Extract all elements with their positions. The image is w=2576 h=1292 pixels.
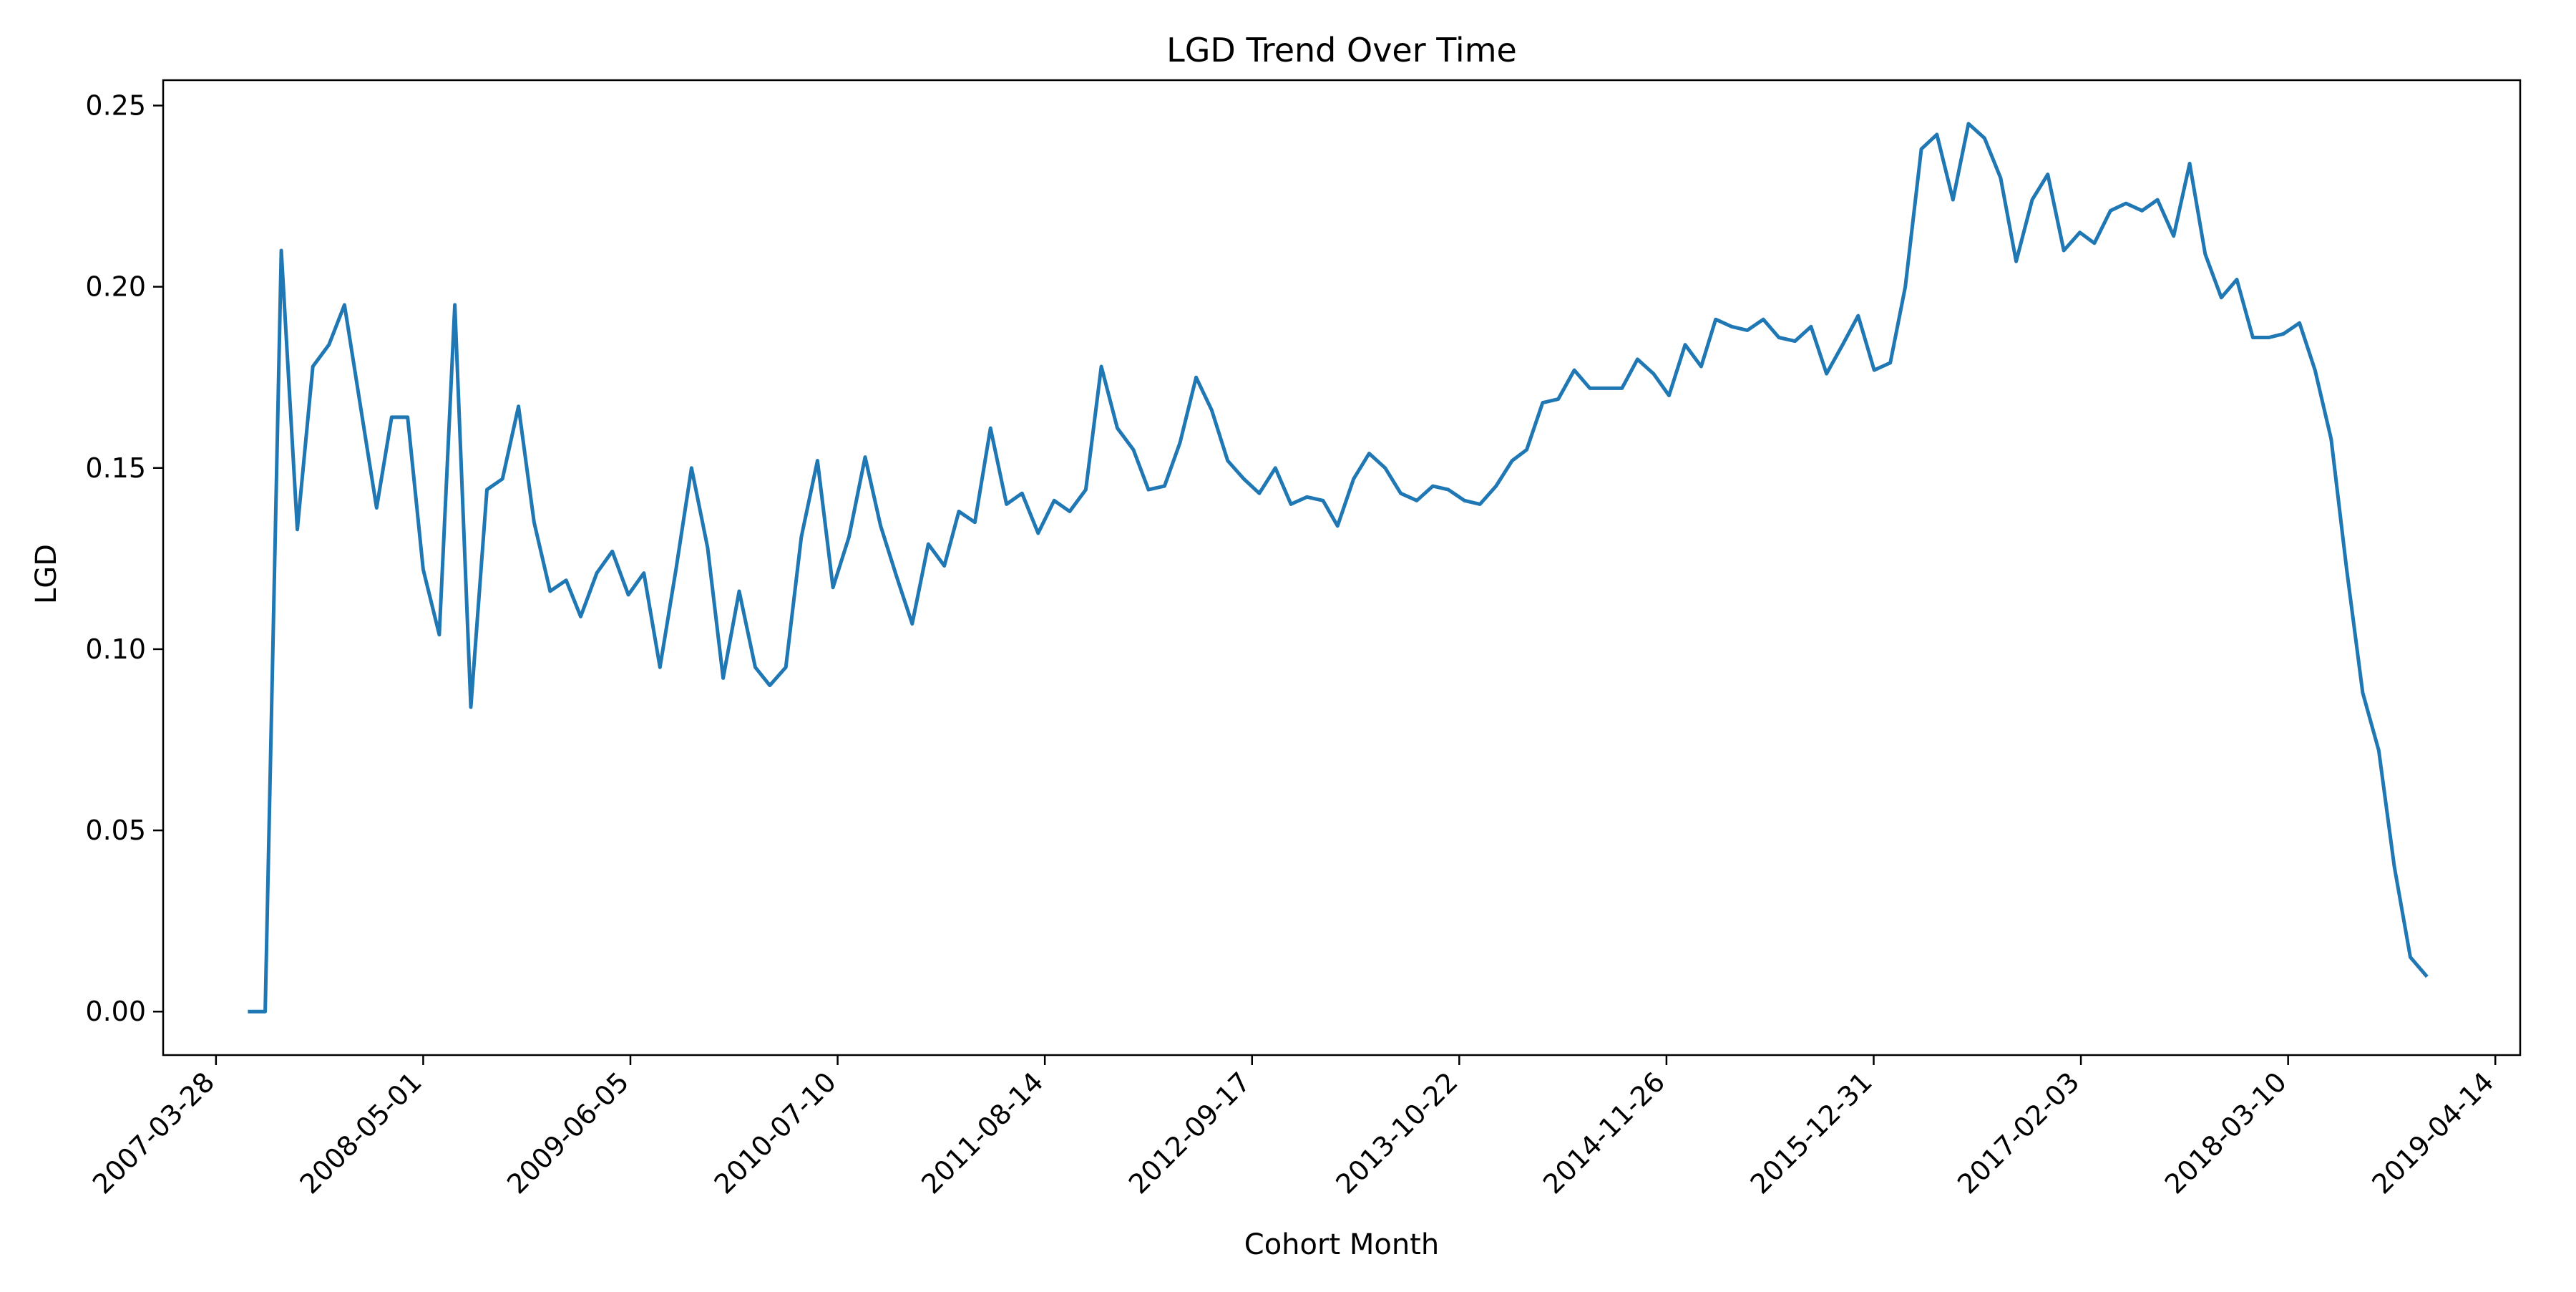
chart-title: LGD Trend Over Time [1166, 31, 1517, 69]
y-axis-label: LGD [30, 544, 63, 604]
y-tick-label: 0.00 [85, 996, 146, 1027]
y-tick-label: 0.25 [85, 89, 146, 121]
x-axis-label: Cohort Month [1244, 1228, 1439, 1261]
lgd-series-line [248, 122, 2429, 1014]
y-tick-label: 0.10 [85, 633, 146, 665]
y-tick-label: 0.15 [85, 452, 146, 484]
y-tick-label: 0.20 [85, 271, 146, 303]
plot-frame [162, 79, 2522, 1057]
y-tick-label: 0.05 [85, 815, 146, 846]
